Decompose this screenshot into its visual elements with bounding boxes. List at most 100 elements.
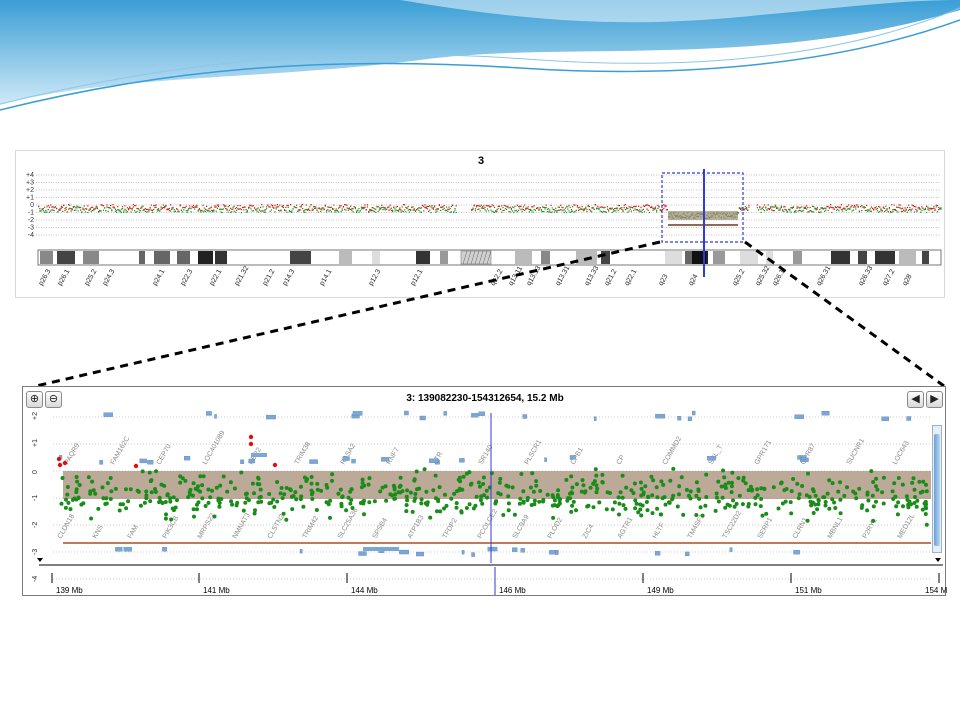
probe-point bbox=[200, 483, 205, 488]
probe-point bbox=[910, 480, 915, 485]
probe-point bbox=[651, 206, 653, 208]
scroll-right-button[interactable]: ▶ bbox=[926, 391, 943, 408]
probe-point bbox=[759, 207, 761, 209]
probe-point bbox=[124, 205, 126, 207]
probe-point bbox=[537, 499, 542, 504]
probe-point bbox=[123, 210, 125, 212]
probe-point bbox=[152, 209, 154, 211]
gene-block bbox=[443, 411, 447, 416]
probe-point bbox=[348, 208, 350, 210]
probe-point bbox=[815, 208, 817, 210]
probe-point bbox=[870, 210, 872, 212]
probe-point bbox=[480, 204, 482, 206]
band-label: q24 bbox=[688, 273, 700, 287]
probe-point bbox=[316, 209, 318, 211]
probe-point bbox=[111, 210, 113, 212]
probe-point bbox=[138, 209, 140, 211]
probe-point bbox=[207, 210, 209, 212]
probe-point bbox=[237, 205, 239, 207]
probe-point bbox=[53, 207, 55, 209]
probe-point bbox=[332, 207, 334, 210]
probe-point bbox=[636, 510, 641, 515]
scroll-left-button[interactable]: ◀ bbox=[907, 391, 924, 408]
probe-point bbox=[276, 204, 278, 206]
probe-point bbox=[210, 488, 214, 493]
probe-point bbox=[843, 207, 845, 209]
probe-point bbox=[366, 204, 368, 206]
scrollbar-thumb[interactable] bbox=[934, 434, 940, 546]
probe-point bbox=[323, 209, 325, 211]
probe-point bbox=[200, 496, 205, 501]
probe-point bbox=[74, 475, 79, 479]
probe-point bbox=[716, 479, 721, 484]
probe-point bbox=[256, 210, 258, 212]
probe-point bbox=[574, 482, 579, 487]
probe-point bbox=[116, 211, 118, 213]
probe-point bbox=[315, 481, 320, 486]
probe-point bbox=[383, 206, 385, 209]
probe-point bbox=[296, 204, 298, 206]
probe-point bbox=[106, 204, 108, 206]
probe-point bbox=[447, 208, 449, 210]
probe-point bbox=[191, 481, 196, 486]
zoom-in-button[interactable]: ⊕ bbox=[26, 391, 43, 408]
probe-point bbox=[334, 211, 336, 213]
probe-point bbox=[813, 502, 818, 507]
probe-point bbox=[578, 209, 580, 211]
probe-point bbox=[206, 500, 211, 505]
probe-point bbox=[719, 484, 724, 489]
probe-point bbox=[525, 207, 527, 209]
probe-point bbox=[874, 499, 878, 504]
probe-point bbox=[328, 210, 330, 212]
probe-point bbox=[98, 211, 100, 213]
probe-point bbox=[305, 204, 307, 206]
probe-point bbox=[266, 208, 268, 210]
selection-region[interactable] bbox=[661, 172, 744, 243]
probe-point bbox=[188, 207, 190, 210]
zoom-out-button[interactable]: ⊖ bbox=[45, 391, 62, 408]
probe-point bbox=[557, 206, 559, 208]
probe-point bbox=[455, 205, 457, 207]
probe-point bbox=[371, 207, 373, 209]
y-tick-label: +3 bbox=[26, 180, 34, 187]
probe-point bbox=[156, 208, 158, 210]
probe-point bbox=[340, 211, 342, 213]
probe-point bbox=[233, 205, 235, 207]
probe-point bbox=[694, 513, 699, 517]
probe-point bbox=[700, 513, 705, 518]
probe-point bbox=[190, 208, 192, 210]
probe-point bbox=[344, 508, 349, 513]
probe-point bbox=[723, 505, 728, 510]
probe-point bbox=[456, 477, 461, 482]
chromosome-overview-panel: 3 +4 +3 +2 +1 0 -1 -2 -3 -4 p26.3 p26.1 p25.2 p24.3… bbox=[15, 150, 945, 298]
probe-point bbox=[641, 492, 646, 497]
probe-point bbox=[743, 481, 748, 486]
gene-label: LOC643 bbox=[892, 440, 911, 466]
probe-point bbox=[743, 208, 745, 210]
probe-point bbox=[489, 206, 491, 208]
probe-point bbox=[452, 204, 454, 206]
probe-point bbox=[621, 208, 623, 211]
probe-point bbox=[772, 210, 774, 212]
probe-point bbox=[621, 503, 626, 508]
probe-point bbox=[163, 500, 168, 504]
probe-point bbox=[518, 496, 523, 501]
probe-point bbox=[206, 209, 208, 211]
probe-point bbox=[617, 210, 619, 212]
probe-point bbox=[282, 206, 284, 209]
probe-point bbox=[526, 207, 528, 209]
probe-point bbox=[148, 499, 153, 504]
probe-point bbox=[41, 208, 43, 211]
probe-point bbox=[741, 475, 746, 480]
ideogram-band bbox=[766, 251, 773, 264]
probe-point bbox=[349, 487, 354, 492]
vertical-scrollbar[interactable] bbox=[932, 425, 942, 553]
probe-point bbox=[591, 211, 593, 213]
probe-point bbox=[203, 504, 208, 508]
probe-point bbox=[278, 491, 283, 496]
chromosome-ideogram[interactable] bbox=[37, 249, 942, 266]
probe-point bbox=[217, 504, 222, 509]
probe-point bbox=[144, 208, 146, 210]
probe-point bbox=[44, 206, 46, 208]
probe-point bbox=[426, 205, 428, 207]
